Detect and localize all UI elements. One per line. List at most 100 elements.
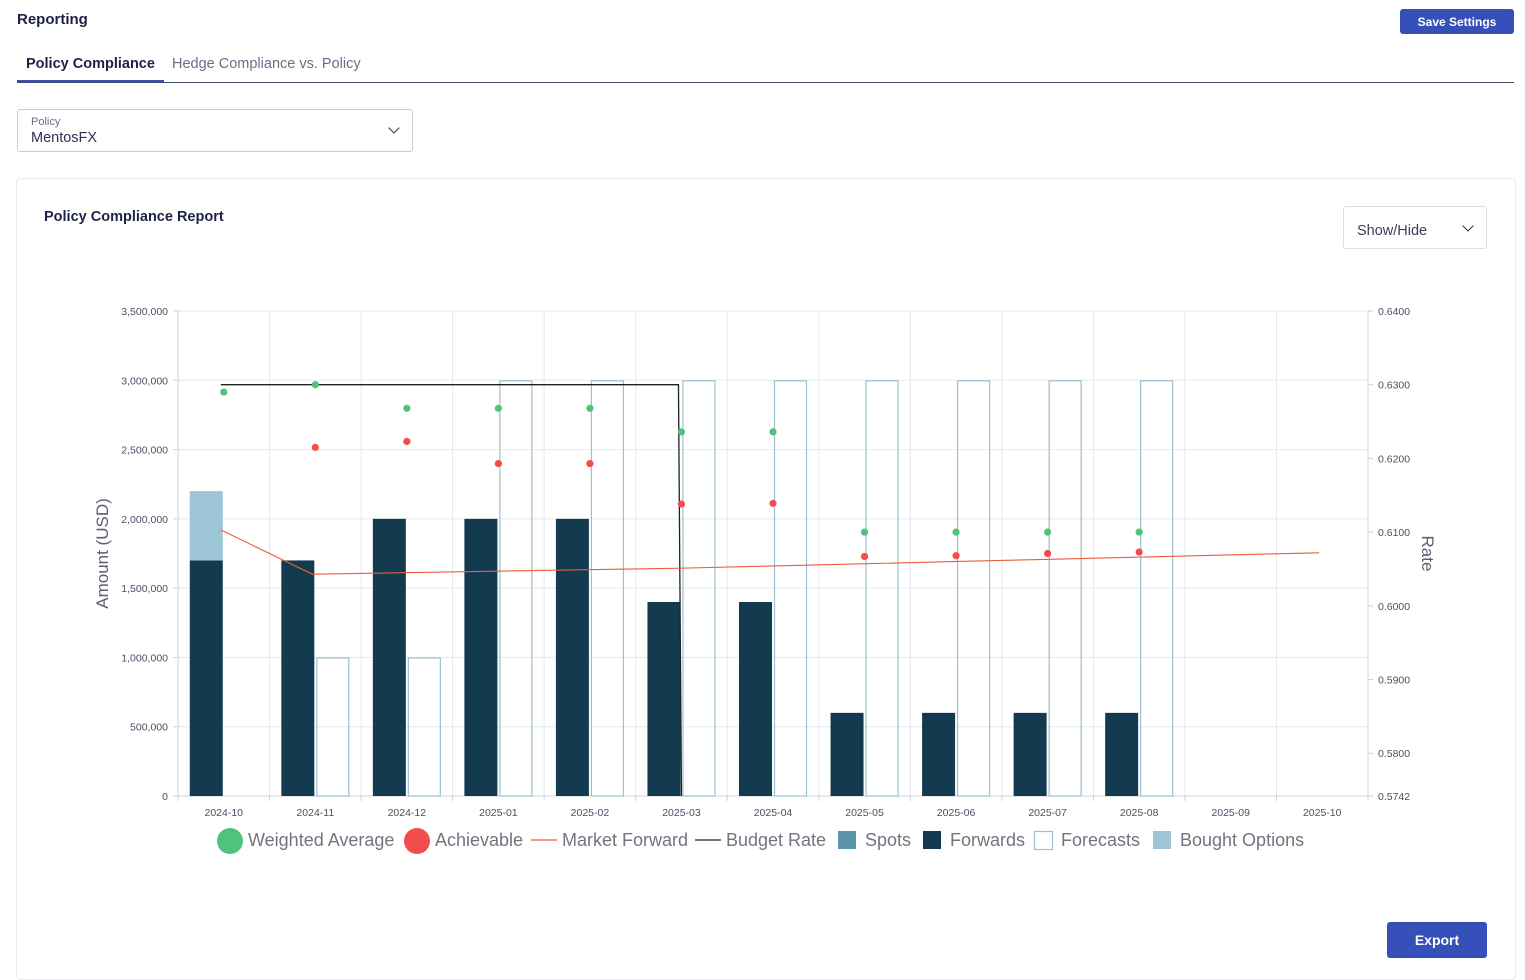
weighted-average-point xyxy=(1044,528,1052,536)
market-forward-line xyxy=(220,529,1320,575)
legend-weighted-average-label: Weighted Average xyxy=(248,830,394,850)
y-tick-label: 3,500,000 xyxy=(121,306,168,318)
forecasts-bar xyxy=(956,380,991,797)
forecasts-bar xyxy=(865,380,899,797)
weighted-average-point xyxy=(769,428,777,436)
legend-market-forward-label: Market Forward xyxy=(562,830,688,850)
y-axis-title: Amount (USD) xyxy=(93,498,112,609)
y2-tick-label: 0.6100 xyxy=(1378,527,1410,539)
x-tick-label: 2024-10 xyxy=(204,807,243,819)
forecasts-bar xyxy=(1048,380,1082,797)
weighted-average-point xyxy=(1135,528,1143,536)
x-tick-label: 2025-01 xyxy=(479,807,518,819)
y2-axis-title: Rate xyxy=(1418,536,1437,572)
y2-tick-label: 0.6200 xyxy=(1378,453,1410,465)
policy-select[interactable]: Policy MentosFX xyxy=(17,109,413,152)
x-tick-label: 2025-06 xyxy=(937,807,976,819)
x-tick-label: 2025-05 xyxy=(845,807,884,819)
tab-policy-compliance[interactable]: Policy Compliance xyxy=(17,56,164,82)
achievable-point xyxy=(860,552,869,561)
show-hide-label: Show/Hide xyxy=(1357,223,1428,239)
x-tick-label: 2025-09 xyxy=(1211,807,1250,819)
weighted-average-point xyxy=(860,528,869,536)
legend-achievable-marker xyxy=(404,828,430,854)
bought-options-bar xyxy=(189,491,223,561)
forwards-bar xyxy=(464,518,498,796)
y-tick-label: 2,500,000 xyxy=(121,445,168,457)
forwards-bar xyxy=(922,712,956,796)
report-title: Policy Compliance Report xyxy=(44,209,224,225)
legend-achievable-label: Achievable xyxy=(435,830,523,850)
tab-hedge-compliance[interactable]: Hedge Compliance vs. Policy xyxy=(172,56,361,72)
forwards-bar xyxy=(372,518,406,796)
show-hide-dropdown[interactable]: Show/Hide xyxy=(1343,206,1487,249)
forecasts-bar xyxy=(407,657,441,797)
forecasts-bar xyxy=(773,380,808,797)
forwards-bar xyxy=(189,560,223,796)
forecasts-bar xyxy=(590,380,625,797)
policy-select-label: Policy xyxy=(31,116,61,128)
achievable-point xyxy=(769,499,777,507)
save-settings-button[interactable]: Save Settings xyxy=(1400,9,1514,34)
y-tick-label: 1,000,000 xyxy=(121,652,168,664)
weighted-average-point xyxy=(677,428,686,436)
legend-bought-options-marker xyxy=(1153,831,1171,849)
achievable-point xyxy=(677,500,686,508)
y2-tick-label: 0.5900 xyxy=(1378,675,1410,687)
legend-forecasts-marker xyxy=(1033,830,1054,851)
y-tick-label: 1,500,000 xyxy=(121,583,168,595)
x-tick-label: 2025-03 xyxy=(662,807,701,819)
x-tick-label: 2024-12 xyxy=(388,807,427,819)
y2-tick-label: 0.6400 xyxy=(1378,306,1410,318)
weighted-average-point xyxy=(311,381,319,389)
weighted-average-point xyxy=(494,404,502,412)
forecasts-bar xyxy=(682,380,716,797)
legend-forwards-label: Forwards xyxy=(950,830,1025,850)
report-tabs: Policy Compliance Hedge Compliance vs. P… xyxy=(17,48,1514,83)
legend-forwards-marker xyxy=(923,831,941,849)
forecasts-bar xyxy=(499,380,533,797)
weighted-average-point xyxy=(952,528,960,536)
forwards-bar xyxy=(1105,712,1139,796)
y-tick-label: 0 xyxy=(162,791,168,803)
forwards-bar xyxy=(830,712,864,796)
y2-tick-label: 0.6000 xyxy=(1378,601,1410,613)
achievable-point xyxy=(494,459,502,468)
forecasts-bar xyxy=(1140,380,1174,797)
page-title: Reporting xyxy=(17,11,88,28)
achievable-point xyxy=(586,459,594,468)
legend-forecasts-label: Forecasts xyxy=(1061,830,1140,850)
achievable-point xyxy=(1044,549,1052,558)
x-tick-label: 2025-10 xyxy=(1303,807,1342,819)
weighted-average-point xyxy=(403,404,411,412)
weighted-average-point xyxy=(220,388,228,396)
forecasts-bar xyxy=(316,657,350,797)
forwards-bar xyxy=(281,560,315,796)
report-card: Policy Compliance Report Show/Hide xyxy=(16,178,1516,980)
legend-bought-options-label: Bought Options xyxy=(1180,830,1304,850)
weighted-average-point xyxy=(586,404,594,412)
x-tick-label: 2025-02 xyxy=(571,807,610,819)
legend-budget-rate-label: Budget Rate xyxy=(726,830,826,850)
achievable-point xyxy=(1135,548,1143,556)
y-tick-label: 3,000,000 xyxy=(121,375,168,387)
achievable-point xyxy=(952,552,960,560)
x-tick-label: 2024-11 xyxy=(296,807,334,819)
forwards-bar xyxy=(647,602,681,796)
forwards-bar xyxy=(739,602,772,796)
forwards-bar xyxy=(555,518,589,796)
forwards-bar xyxy=(1013,712,1047,796)
legend-spots-label: Spots xyxy=(865,830,911,850)
achievable-point xyxy=(403,437,411,446)
x-tick-label: 2025-08 xyxy=(1120,807,1159,819)
legend-spots-marker xyxy=(838,831,856,849)
legend-weighted-average-marker xyxy=(217,828,243,854)
achievable-point xyxy=(311,443,319,451)
policy-compliance-chart: 3,500,000 3,000,000 2,500,000 2,000,000 1,50… xyxy=(93,306,1437,854)
policy-select-value: MentosFX xyxy=(31,130,98,146)
y2-tick-label: 0.6300 xyxy=(1378,380,1410,392)
export-button[interactable]: Export xyxy=(1387,922,1487,958)
x-tick-label: 2025-04 xyxy=(754,807,793,819)
y2-tick-label: 0.5742 xyxy=(1378,791,1410,803)
y-tick-label: 500,000 xyxy=(130,722,168,734)
